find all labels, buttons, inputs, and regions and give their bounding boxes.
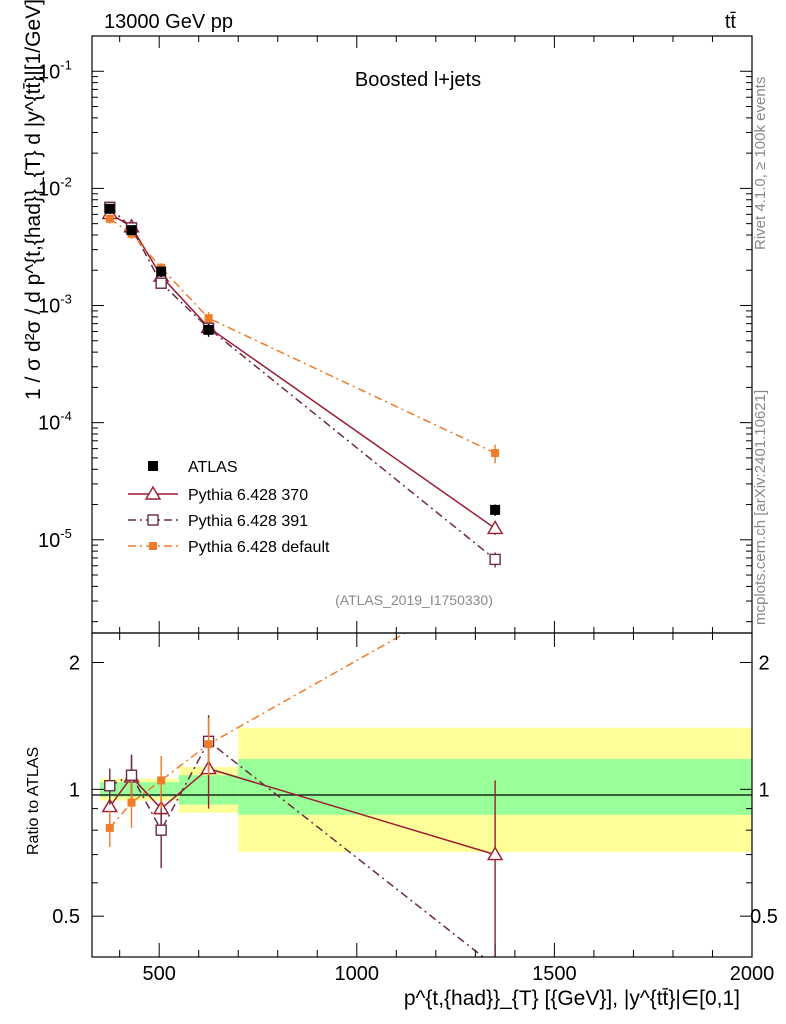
data-point <box>486 520 504 535</box>
ratio-y-tick-label-right: 0.5 <box>750 906 778 928</box>
data-point <box>489 553 501 566</box>
legend-marker <box>149 542 157 550</box>
legend-label: ATLAS <box>188 459 238 476</box>
ratio-point <box>127 798 136 807</box>
data-point <box>126 225 137 236</box>
series-line <box>109 212 496 530</box>
ratio-point <box>125 769 138 781</box>
legend-label: Pythia 6.428 default <box>188 539 330 556</box>
main-y-tick-label: 10-4 <box>38 409 72 435</box>
ratio-point <box>155 824 167 836</box>
series-pythia-6-428-default <box>105 214 500 464</box>
ratio-point <box>490 961 500 971</box>
legend-marker <box>147 514 159 526</box>
ratio-y-tick-label-left: 1 <box>69 779 80 801</box>
ratio-point <box>157 776 166 785</box>
legend-label: Pythia 6.428 391 <box>188 513 308 530</box>
ratio-x-tick-label: 1000 <box>335 963 380 985</box>
ratio-y-axis-label: Ratio to ATLAS <box>25 747 42 855</box>
ratio-y-tick-label-right: 2 <box>758 653 769 675</box>
ratio-line <box>109 740 485 957</box>
ratio-y-tick-labels: 0.5 0.5 1 1 2 2 <box>52 653 778 929</box>
series-line <box>109 206 496 560</box>
series-atlas <box>104 203 501 516</box>
main-y-tick-exponent: -3 <box>60 292 72 307</box>
main-y-tick-exponent: -5 <box>60 526 72 541</box>
ratio-frame <box>91 632 753 958</box>
main-title: Boosted l+jets <box>355 69 481 91</box>
legend-entry: ATLAS <box>148 459 238 476</box>
ratio-y-tick-label-left: 0.5 <box>52 906 80 928</box>
data-point <box>490 504 501 515</box>
data-point <box>104 203 115 214</box>
header-left: 13000 GeV pp <box>104 11 233 33</box>
data-point <box>203 324 214 335</box>
main-y-tick-exponent: -4 <box>60 409 72 424</box>
legend-label: Pythia 6.428 370 <box>188 487 308 504</box>
ratio-ticks <box>92 633 753 957</box>
ratio-panel: 0.5 0.5 1 1 2 2 500 1000 1500 2000 Ratio to ATLA… <box>25 578 778 1010</box>
data-point <box>156 266 167 277</box>
legend: ATLAS Pythia 6.428 370 Pythia 6.428 391 Pyt… <box>128 459 330 556</box>
legend-entry: Pythia 6.428 370 <box>128 485 308 504</box>
ratio-point <box>486 846 504 861</box>
ratio-point <box>104 780 116 792</box>
analysis-label: (ATLAS_2019_I1750330) <box>335 592 493 608</box>
series-line <box>109 218 496 454</box>
legend-marker <box>144 485 162 500</box>
main-ticks <box>92 35 753 633</box>
ratio-y-tick-label-left: 2 <box>69 653 80 675</box>
data-point <box>491 449 500 458</box>
legend-entry: Pythia 6.428 391 <box>128 513 308 530</box>
ratio-x-tick-label: 500 <box>142 963 175 985</box>
ratio-point <box>491 578 499 586</box>
ratio-point <box>105 823 114 832</box>
mcplots-label: mcplots.cern.ch [arXiv:2401.10621] <box>752 390 769 625</box>
ratio-point <box>204 740 213 749</box>
data-point <box>105 214 114 223</box>
main-y-tick-exponent: -1 <box>60 57 72 72</box>
header-right: tt̄ <box>725 11 737 33</box>
ratio-series-pythia-6-428-default <box>105 578 499 847</box>
ratio-line <box>109 633 407 829</box>
rivet-label: Rivet 4.1.0, ≥ 100k events <box>752 77 769 250</box>
ratio-series <box>101 578 504 971</box>
data-point <box>155 277 167 289</box>
ratio-y-tick-label-right: 1 <box>758 779 769 801</box>
main-y-tick-label: 10-5 <box>38 526 72 552</box>
legend-marker <box>148 461 158 471</box>
legend-entry: Pythia 6.428 default <box>128 539 330 556</box>
ratio-x-tick-label: 2000 <box>730 963 775 985</box>
main-y-tick-exponent: -2 <box>60 174 72 189</box>
main-panel: 10-510-410-310-210-1 Boosted l+jets (ATL… <box>22 0 753 634</box>
ratio-x-tick-label: 1500 <box>532 963 577 985</box>
data-point <box>204 314 213 323</box>
x-axis-label: p^{t,{had}}_{T} [{GeV}], |y^{tt̄}|∈[0,1] <box>404 987 740 1010</box>
main-y-axis-label: 1 / σ d²σ / d p^{t,{had}}_{T} d |y^{tt̄}… <box>22 0 45 400</box>
main-series <box>101 201 504 568</box>
ratio-x-tick-labels: 500 1000 1500 2000 <box>142 963 774 985</box>
series-pythia-6-428-370 <box>101 205 504 535</box>
